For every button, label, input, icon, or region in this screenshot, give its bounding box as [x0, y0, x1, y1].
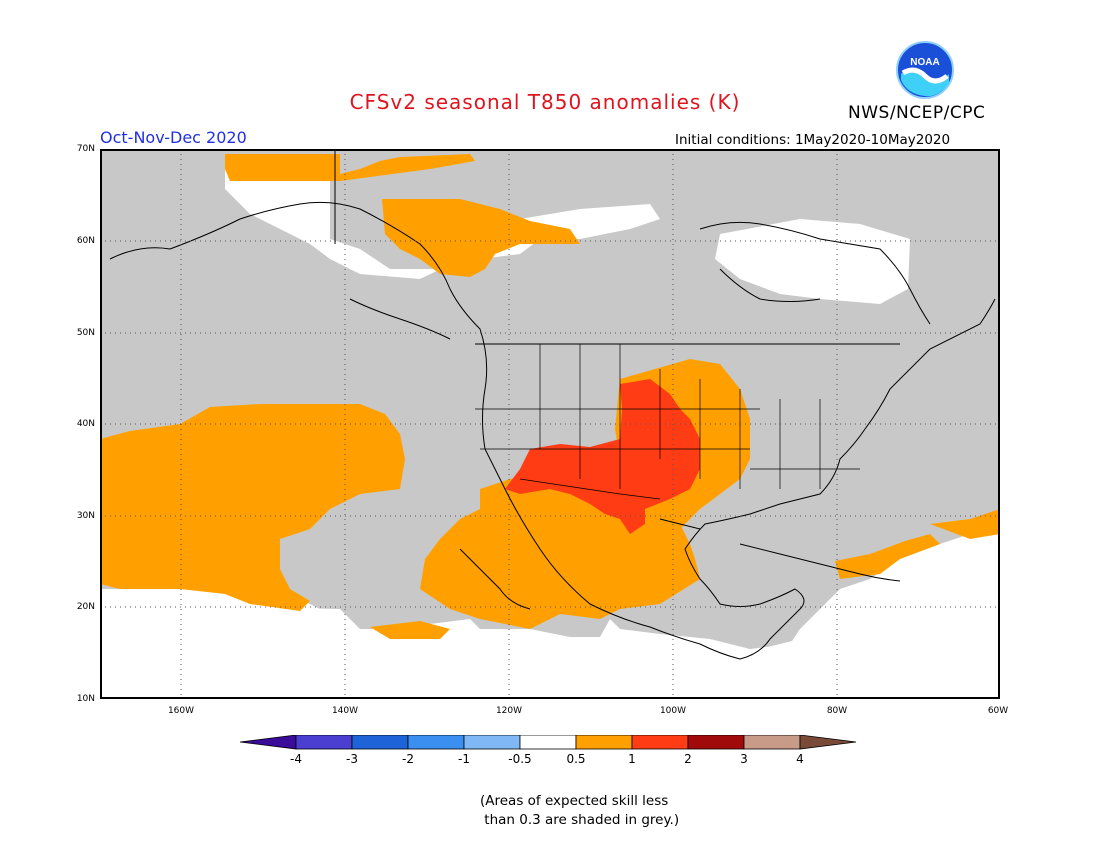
- skill-note: (Areas of expected skill less than 0.3 a…: [480, 793, 680, 828]
- lon-label-100w: 100W: [659, 706, 687, 716]
- lon-label-160w: 160W: [167, 706, 195, 716]
- map-title: CFSv2 seasonal T850 anomalies (K): [349, 90, 741, 114]
- lon-label-140w: 140W: [331, 706, 359, 716]
- anomaly-map: [100, 149, 1000, 699]
- colorbar-tick: 3: [740, 752, 748, 766]
- colorbar-tick: -1: [458, 752, 470, 766]
- colorbar-swatch: [463, 735, 521, 750]
- lon-label-60w: 60W: [987, 706, 1009, 716]
- agency-label: NWS/NCEP/CPC: [848, 103, 986, 123]
- initial-conditions: Initial conditions: 1May2020-10May2020: [675, 132, 951, 148]
- colorbar: [240, 735, 857, 750]
- colorbar-swatch: [799, 735, 857, 750]
- lon-label-120w: 120W: [495, 706, 523, 716]
- colorbar-tick: -0.5: [508, 752, 532, 766]
- lon-label-80w: 80W: [826, 706, 848, 716]
- colorbar-tick: 0.5: [566, 752, 586, 766]
- colorbar-swatch: [575, 735, 633, 750]
- colorbar-swatch: [743, 735, 801, 750]
- colorbar-swatch: [295, 735, 353, 750]
- lat-label-50n: 50N: [76, 328, 95, 338]
- colorbar-tick: 4: [796, 752, 804, 766]
- lat-label-30n: 30N: [76, 511, 95, 521]
- lat-label-60n: 60N: [76, 236, 95, 246]
- logo-text: NOAA: [910, 57, 939, 68]
- colorbar-tick: -2: [402, 752, 414, 766]
- colorbar-swatch: [631, 735, 689, 750]
- lat-label-70n: 70N: [76, 144, 95, 154]
- colorbar-tick: 2: [684, 752, 692, 766]
- noaa-logo: NOAA: [896, 41, 954, 99]
- colorbar-swatch: [407, 735, 465, 750]
- colorbar-swatch: [519, 735, 577, 750]
- colorbar-tick: -3: [346, 752, 358, 766]
- colorbar-swatch: [240, 735, 297, 750]
- colorbar-swatch: [351, 735, 409, 750]
- lat-label-10n: 10N: [76, 694, 95, 704]
- lat-label-20n: 20N: [76, 602, 95, 612]
- lat-label-40n: 40N: [76, 419, 95, 429]
- colorbar-swatch: [687, 735, 745, 750]
- forecast-period: Oct-Nov-Dec 2020: [100, 128, 247, 147]
- colorbar-tick: 1: [628, 752, 636, 766]
- anomaly-region-red: [505, 379, 700, 534]
- colorbar-tick: -4: [290, 752, 302, 766]
- anomaly-region-orange: [225, 154, 475, 181]
